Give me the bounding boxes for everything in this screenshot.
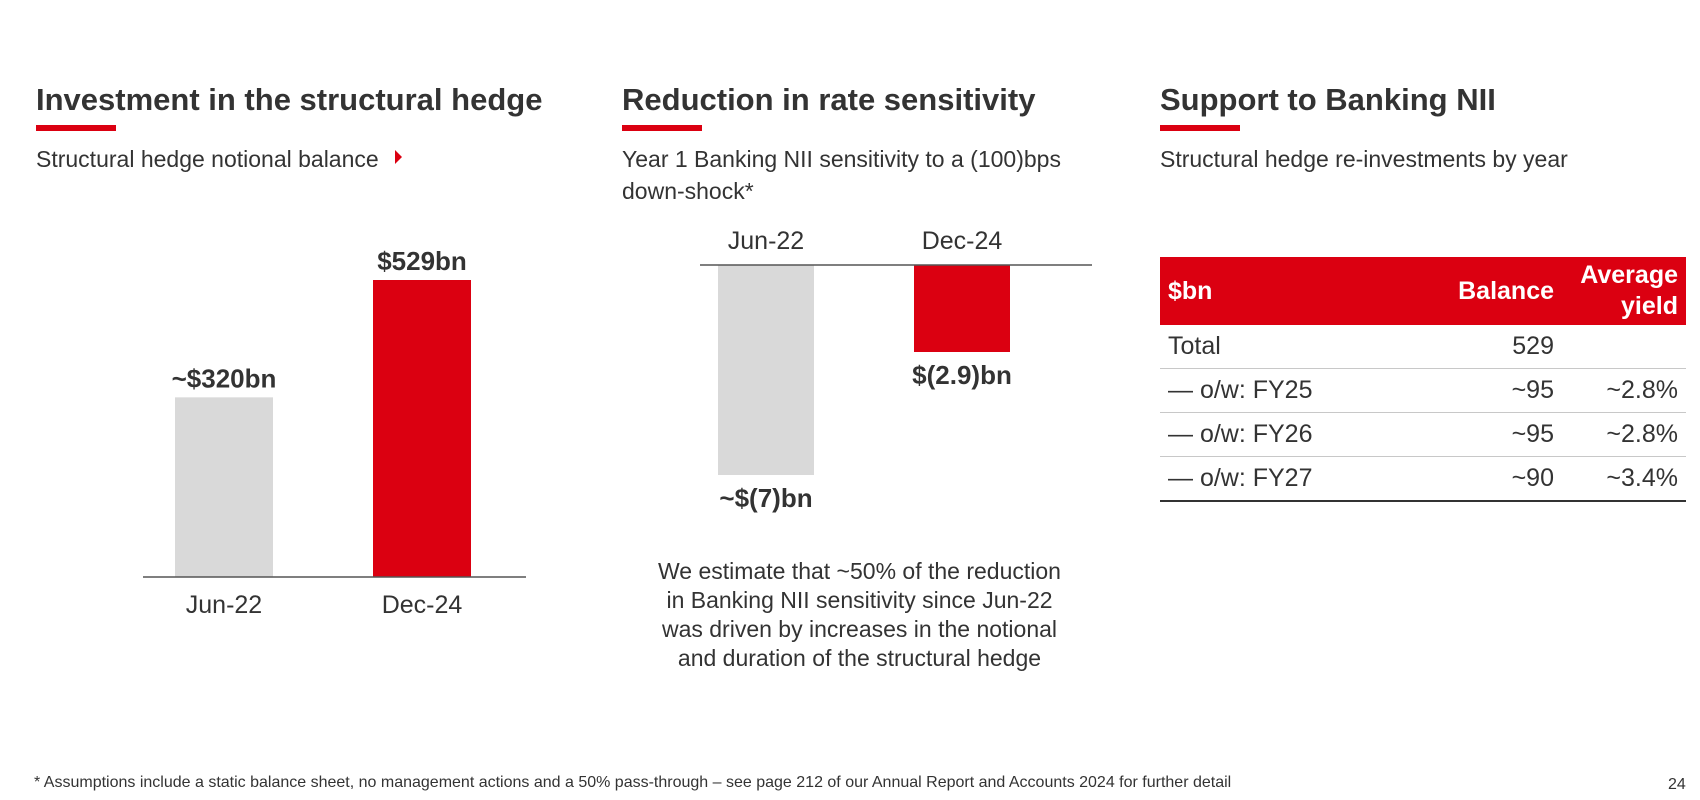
bar-Dec-24 [914, 265, 1010, 352]
header-line: Average [1580, 261, 1678, 289]
category-label: Jun-22 [186, 591, 262, 619]
title-underline [36, 125, 116, 131]
panel-subtitle: Structural hedge notional balance [36, 143, 402, 175]
panel-structural-hedge: Investment in the structural hedge Struc… [36, 0, 596, 800]
subtitle-line: down-shock* [622, 178, 754, 204]
estimate-note: We estimate that ~50% of the reduction i… [622, 557, 1097, 673]
data-label: $529bn [377, 246, 467, 276]
column-header-balance: Balance [1406, 257, 1562, 325]
note-line: was driven by increases in the notional [661, 616, 1058, 642]
row-label: — o/w: FY25 [1160, 368, 1406, 413]
row-label: — o/w: FY27 [1160, 456, 1406, 502]
panel-subtitle: Year 1 Banking NII sensitivity to a (100… [622, 143, 1061, 207]
category-label: Jun-22 [728, 227, 804, 255]
row-balance: ~90 [1406, 456, 1562, 502]
caret-right-icon [394, 150, 402, 164]
panel-title: Reduction in rate sensitivity [622, 82, 1036, 117]
footnote: * Assumptions include a static balance s… [34, 774, 1232, 791]
row-label: Total [1160, 325, 1406, 369]
panel-subtitle: Structural hedge re-investments by year [1160, 146, 1568, 172]
column-header-yield: Average yield [1562, 257, 1686, 325]
chart-rate-sensitivity: Jun-22 ~$(7)bn Dec-24 $(2.9)bn [700, 227, 1092, 513]
panel-support-banking-nii: Support to Banking NII Structural hedge … [1160, 0, 1690, 800]
chart-hedge-balance: ~$320bn Jun-22 $529bn Dec-24 [143, 246, 526, 619]
category-label: Dec-24 [382, 591, 463, 619]
data-label: ~$320bn [172, 363, 277, 393]
row-yield [1562, 325, 1686, 369]
row-balance: ~95 [1406, 368, 1562, 413]
row-yield: ~2.8% [1562, 412, 1686, 457]
subtitle-line: Year 1 Banking NII sensitivity to a (100… [622, 146, 1061, 172]
bar-Jun-22 [718, 265, 814, 475]
panel-title: Support to Banking NII [1160, 82, 1496, 117]
note-line: and duration of the structural hedge [677, 645, 1042, 671]
reinvestment-table: $bn Balance Average yield Total 529 — o/… [1160, 257, 1686, 502]
table-row: — o/w: FY25 ~95 ~2.8% [1160, 368, 1686, 413]
panel-rate-sensitivity: Reduction in rate sensitivity Year 1 Ban… [622, 0, 1142, 800]
table-row: — o/w: FY27 ~90 ~3.4% [1160, 456, 1686, 502]
title-underline [622, 125, 702, 131]
row-yield: ~3.4% [1562, 456, 1686, 502]
panel-title: Investment in the structural hedge [36, 82, 543, 117]
data-label: $(2.9)bn [912, 360, 1012, 390]
table-row: — o/w: FY26 ~95 ~2.8% [1160, 412, 1686, 457]
row-label: — o/w: FY26 [1160, 412, 1406, 457]
page-number: 24 [1668, 776, 1686, 793]
row-balance: 529 [1406, 325, 1562, 369]
header-line: yield [1621, 292, 1678, 320]
column-header-unit: $bn [1160, 257, 1406, 325]
row-balance: ~95 [1406, 412, 1562, 457]
title-underline [1160, 125, 1240, 131]
bar-Jun-22 [175, 397, 273, 577]
data-label: ~$(7)bn [719, 483, 812, 513]
note-line: We estimate that ~50% of the reduction [658, 558, 1061, 584]
category-label: Dec-24 [922, 227, 1003, 255]
note-line: in Banking NII sensitivity since Jun-22 [666, 587, 1053, 613]
table-row: Total 529 [1160, 325, 1686, 369]
bar-Dec-24 [373, 280, 471, 577]
subtitle-text: Structural hedge notional balance [36, 146, 379, 172]
row-yield: ~2.8% [1562, 368, 1686, 413]
table-header-row: $bn Balance Average yield [1160, 257, 1686, 325]
